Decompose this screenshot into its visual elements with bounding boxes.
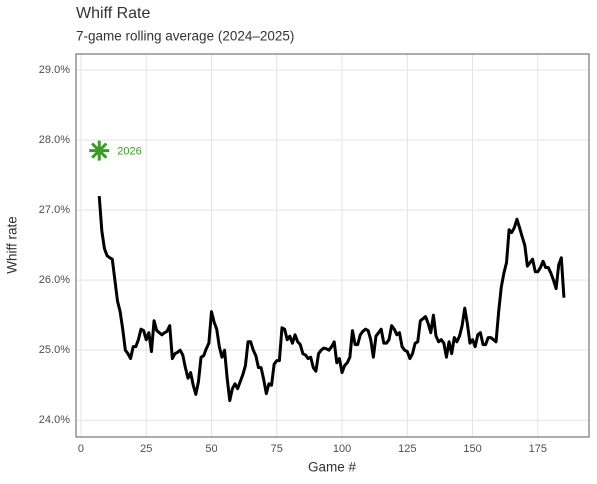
y-axis-label: Whiff rate — [5, 216, 20, 274]
asterisk-stroke — [91, 142, 108, 159]
x-tick-label: 125 — [398, 443, 416, 455]
x-tick-label: 50 — [205, 443, 217, 455]
plot-border — [75, 53, 590, 438]
x-tick-label: 100 — [333, 443, 351, 455]
chart-title: Whiff Rate — [76, 5, 151, 22]
x-tick-label: 25 — [140, 443, 152, 455]
y-tick-label: 29.0% — [39, 64, 70, 76]
y-tick-label: 26.0% — [39, 274, 70, 286]
annotation-label: 2026 — [117, 146, 141, 158]
x-tick-label: 0 — [78, 443, 84, 455]
x-axis-label: Game # — [308, 460, 357, 475]
x-tick-label: 150 — [463, 443, 481, 455]
x-tick-label: 75 — [271, 443, 283, 455]
x-tick-label: 175 — [529, 443, 547, 455]
y-tick-label: 27.0% — [39, 204, 70, 216]
chart-subtitle: 7-game rolling average (2024–2025) — [76, 29, 294, 44]
y-tick-label: 28.0% — [39, 134, 70, 146]
y-tick-label: 24.0% — [39, 414, 70, 426]
line — [97, 196, 566, 403]
annotation-point — [89, 140, 110, 161]
y-tick-label: 25.0% — [39, 344, 70, 356]
